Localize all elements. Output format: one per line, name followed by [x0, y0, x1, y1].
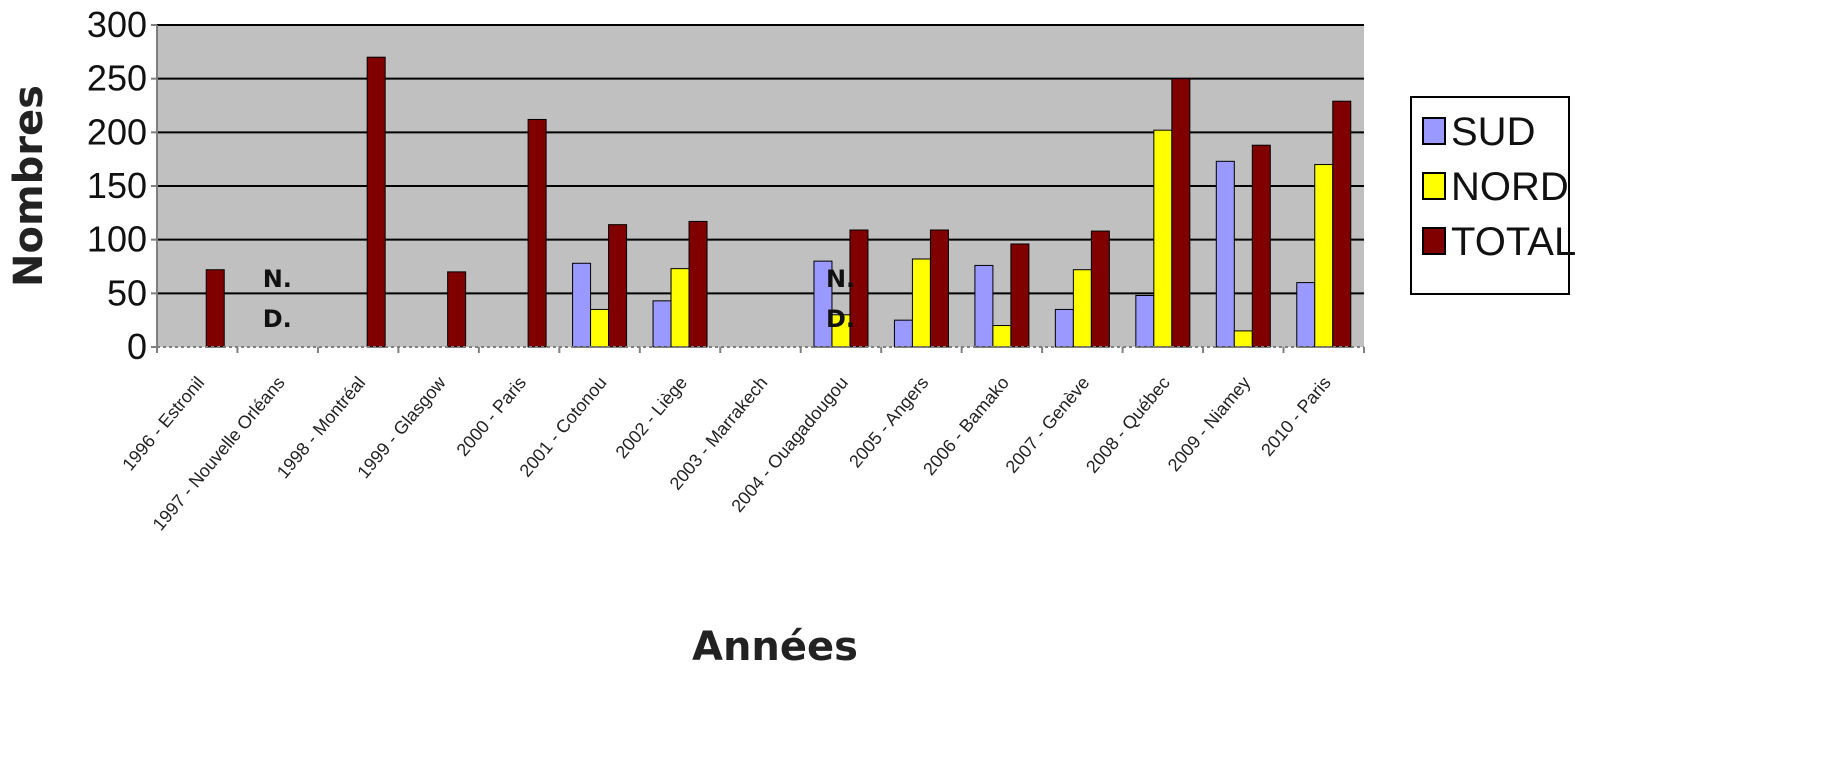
y-tick-label: 200: [87, 111, 147, 152]
bar-total: [1090, 230, 1110, 348]
bar-nord: [590, 308, 610, 348]
bar-total: [608, 224, 628, 348]
legend-swatch-nord: [1422, 172, 1446, 200]
x-tick-label: 1997 - Nouvelle Orléans: [149, 373, 289, 535]
bar-total: [527, 118, 547, 348]
x-tick-label: 2009 - Niamey: [1164, 373, 1255, 476]
y-tick-label: 250: [87, 58, 147, 99]
bar-total: [447, 271, 467, 348]
bar-total: [205, 269, 225, 348]
x-tick-label: 1998 - Montréal: [273, 373, 369, 482]
annotation-not-available: D.: [826, 305, 855, 333]
bar-sud: [652, 300, 672, 348]
x-axis-ticks: [156, 347, 1365, 353]
legend-items: SUD NORD TOTAL: [1422, 110, 1576, 264]
y-tick-label: 50: [107, 272, 147, 313]
bar-sud: [1135, 294, 1155, 348]
legend-label-nord: NORD: [1451, 165, 1569, 209]
bars: [205, 56, 1352, 348]
annotations: N. D. N. D.: [263, 265, 855, 333]
bar-sud: [572, 262, 592, 348]
bar-sud: [1296, 282, 1316, 348]
bar-total: [1251, 144, 1271, 348]
bar-nord: [992, 325, 1012, 348]
x-tick-label: 2005 - Angers: [845, 373, 932, 472]
bar-sud: [1054, 308, 1074, 348]
x-tick-label: 2006 - Bamako: [919, 373, 1013, 479]
bar-sud: [813, 260, 833, 348]
bar-total: [366, 56, 386, 348]
y-tick-label: 150: [87, 165, 147, 206]
legend-label-sud: SUD: [1451, 110, 1535, 154]
x-tick-label: 2007 - Genève: [1002, 373, 1094, 477]
annotation-not-available: N.: [263, 265, 292, 293]
bar-sud: [974, 264, 994, 348]
bar-nord: [1314, 164, 1334, 348]
gridlines: [157, 24, 1364, 295]
x-tick-label: 1999 - Glasgow: [353, 372, 450, 482]
bar-sud: [893, 319, 913, 348]
legend-label-total: TOTAL: [1451, 220, 1576, 264]
x-axis-title: Années: [692, 624, 858, 670]
annotation-not-available: N.: [826, 265, 855, 293]
bar-nord: [1072, 269, 1092, 348]
legend-swatch-total: [1422, 227, 1446, 255]
x-tick-label: 2001 - Cotonou: [516, 373, 611, 481]
legend-swatch-sud: [1422, 117, 1446, 145]
x-tick-label: 1996 - Estronil: [118, 373, 208, 475]
bar-total: [849, 229, 869, 348]
y-axis-title: Nombres: [6, 85, 52, 287]
y-tick-label: 100: [87, 219, 147, 260]
x-tick-label: 2000 - Paris: [452, 373, 530, 460]
x-tick-label: 2010 - Paris: [1257, 373, 1335, 460]
y-tick-label: 0: [127, 326, 147, 367]
bar-sud: [1215, 160, 1235, 348]
bar-total: [1171, 78, 1191, 348]
bar-nord: [1233, 330, 1253, 348]
bar-nord: [911, 258, 931, 348]
bar-total: [929, 229, 949, 348]
y-tick-label: 300: [87, 4, 147, 45]
legend: SUD NORD TOTAL: [1410, 96, 1576, 295]
annotation-not-available: D.: [263, 305, 292, 333]
y-axis-ticks: 0 50 100 150 200 250 300: [87, 4, 157, 367]
bar-total: [1332, 100, 1352, 348]
plot-area: N. D. N. D.: [156, 24, 1364, 348]
bar-total: [1010, 243, 1030, 348]
bar-nord: [1153, 129, 1173, 348]
x-tick-label: 2002 - Liège: [611, 373, 691, 463]
x-tick-label: 2008 - Québec: [1082, 373, 1174, 477]
bar-nord: [670, 268, 690, 348]
bar-total: [688, 220, 708, 348]
